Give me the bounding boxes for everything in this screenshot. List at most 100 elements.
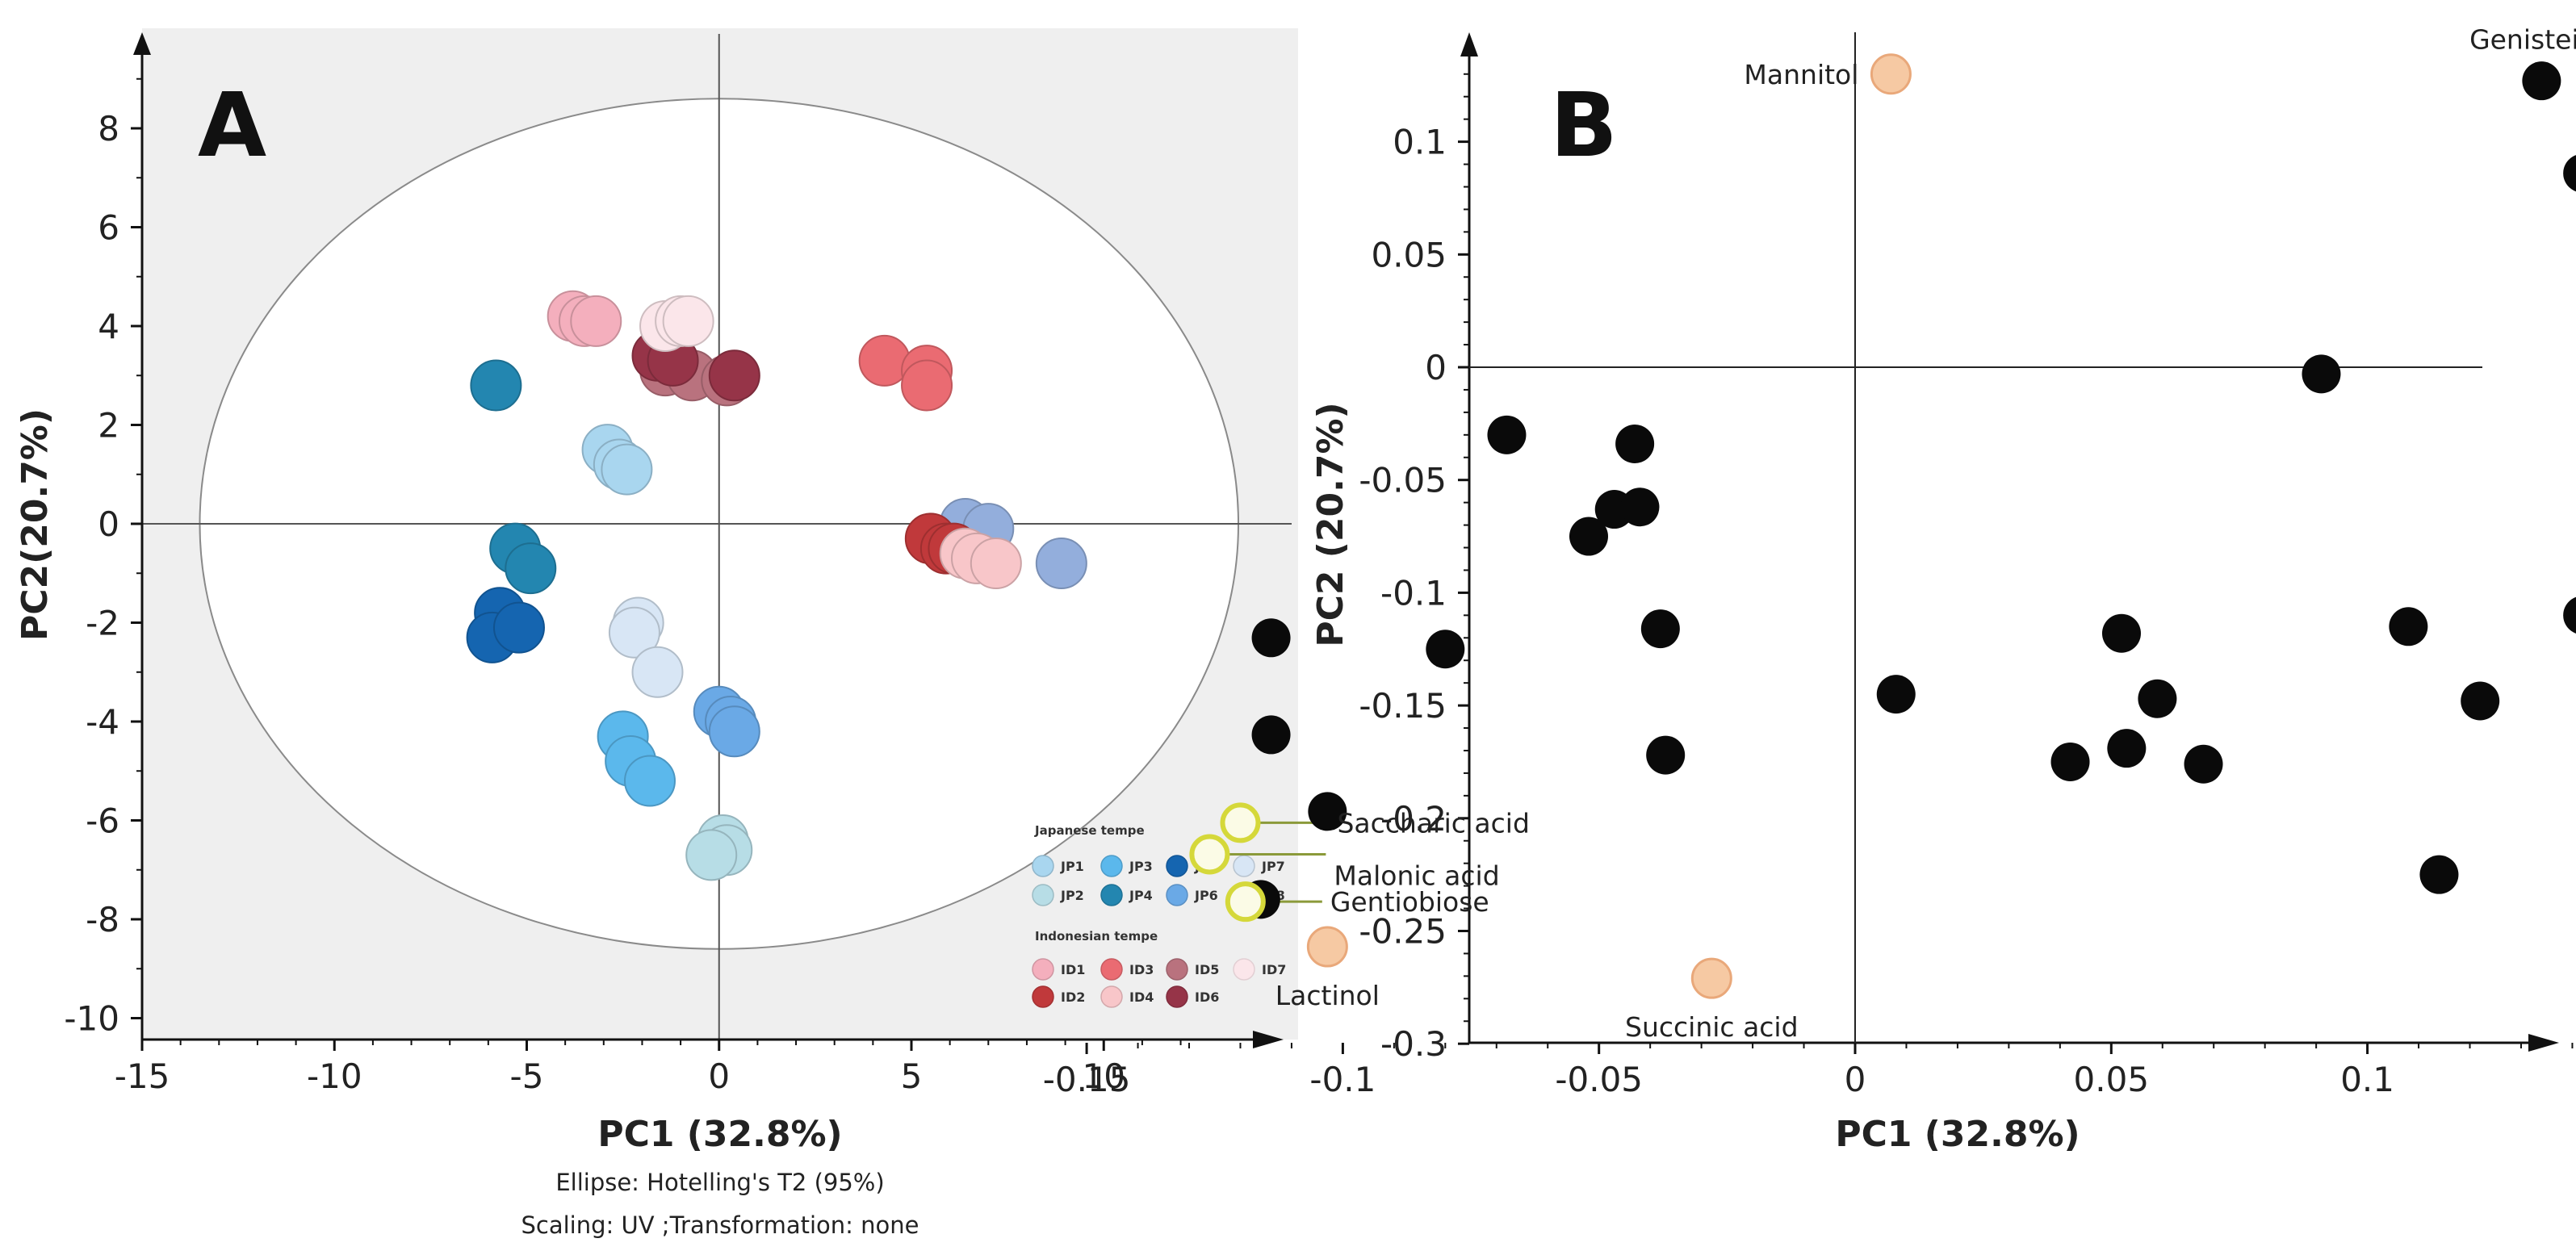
legend-swatch-jp4 <box>1100 884 1123 906</box>
scaling-note: Scaling: UV ;Transformation: none <box>521 1211 919 1239</box>
annotation-label-lactinol: Lactinol <box>1275 980 1380 1011</box>
panel-b-y-tick-label: 0.05 <box>1371 235 1447 274</box>
panel-b-y-tick-label: 0.1 <box>1393 123 1447 162</box>
legend-label-id4: ID4 <box>1129 990 1154 1005</box>
annotated-point-lactinol <box>1306 926 1348 968</box>
annotated-point-saccharic-acid <box>1220 802 1261 843</box>
panel-b-x-tick-label: -0.1 <box>1309 1060 1376 1099</box>
point-jp4 <box>505 542 557 595</box>
panel-b-y-tick-label: -0.1 <box>1380 573 1447 613</box>
panel-a-y-tick-label: 2 <box>98 406 119 446</box>
legend-label-jp1: JP1 <box>1060 859 1084 874</box>
panel-a-x-tick-label: -15 <box>115 1056 170 1096</box>
panel-a-y-tick-label: 4 <box>98 307 119 346</box>
legend-swatch-id5 <box>1166 958 1188 981</box>
panel-a-y-tick-label: -2 <box>86 604 119 643</box>
legend-swatch-id4 <box>1100 985 1123 1008</box>
metabolite-point <box>2522 61 2561 101</box>
legend-label-jp4: JP4 <box>1129 888 1153 903</box>
legend-label-id7: ID7 <box>1262 962 1286 977</box>
panel-a-y-tick-label: -4 <box>86 702 119 742</box>
legend-swatch-jp7 <box>1233 855 1255 877</box>
point-id6 <box>708 349 760 402</box>
point-id1 <box>570 295 622 347</box>
panel-b-letter: B <box>1550 73 1618 177</box>
panel-a-x-axis-label: PC1 (32.8%) <box>597 1114 842 1155</box>
panel-b-y-tick-label: -0.05 <box>1359 461 1447 500</box>
point-jp6 <box>708 705 760 758</box>
panel-a-y-tick-label: -8 <box>86 900 119 939</box>
metabolite-point <box>1426 630 1465 669</box>
panel-a-y-tick-label: 8 <box>98 109 119 149</box>
panel-a-x-tick-label: 0 <box>708 1056 730 1096</box>
panel-b-x-tick-label: 0 <box>1845 1060 1866 1099</box>
panel-b-y-tick-label: -0.2 <box>1380 799 1447 839</box>
legend-swatch-id7 <box>1233 958 1255 981</box>
annotation-label-succinic-acid: Succinic acid <box>1625 1011 1799 1043</box>
panel-b-x-tick-label: 0.05 <box>2074 1060 2150 1099</box>
annotated-point-succinic-acid <box>1690 957 1732 999</box>
metabolite-point <box>1640 609 1680 649</box>
panel-b-y-tick-label: -0.15 <box>1359 686 1447 726</box>
legend-swatch-id1 <box>1032 958 1054 981</box>
annotation-label-saccharic-acid: Saccharic acid <box>1337 807 1529 839</box>
legend-label-id2: ID2 <box>1061 990 1085 1005</box>
metabolite-point <box>2107 729 2147 768</box>
point-jp4 <box>470 359 522 412</box>
metabolite-point <box>2419 855 2459 894</box>
point-jp2 <box>685 829 738 881</box>
panel-a-y-tick-label: 0 <box>98 504 119 544</box>
annotated-point-gentiobiose <box>1225 881 1266 923</box>
panel-a-x-tick-label: -10 <box>307 1056 362 1096</box>
point-jp7 <box>608 606 660 659</box>
panel-a-y-tick-label: -6 <box>86 801 119 841</box>
annotation-label-mannitol: Mannitol <box>1744 59 1858 90</box>
metabolite-point <box>2138 679 2177 718</box>
metabolite-point <box>2389 607 2428 646</box>
panel-b-x-tick-label: -0.15 <box>1043 1060 1131 1099</box>
legend-swatch-jp5 <box>1166 855 1188 877</box>
panel-a-x-tick-label: -5 <box>510 1056 544 1096</box>
legend-swatch-id6 <box>1166 985 1188 1008</box>
panel-b-y-axis-label: PC2 (20.7%) <box>1310 402 1351 646</box>
point-jp1 <box>601 443 653 496</box>
legend-label-id6: ID6 <box>1195 990 1219 1005</box>
point-jp8 <box>1035 538 1087 589</box>
legend-label-id3: ID3 <box>1129 962 1154 977</box>
metabolite-point <box>1251 618 1291 658</box>
annotation-label-malonic-acid: Malonic acid <box>1334 860 1499 892</box>
legend-label-jp7: JP7 <box>1261 859 1285 874</box>
legend-swatch-jp1 <box>1032 855 1054 877</box>
panel-a-letter: A <box>198 73 266 177</box>
panel-b-y-tick-label: 0 <box>1425 348 1447 387</box>
metabolite-point <box>2302 354 2341 394</box>
metabolite-point <box>2101 613 2141 653</box>
ellipse-note: Ellipse: Hotelling's T2 (95%) <box>555 1169 884 1196</box>
metabolite-point <box>2050 742 2090 781</box>
point-id3 <box>901 359 953 412</box>
metabolite-point <box>1569 517 1609 556</box>
legend-swatch-id3 <box>1100 958 1123 981</box>
panel-b-x-axis-arrow <box>2528 1034 2559 1052</box>
metabolite-point <box>1620 487 1660 527</box>
legend-group-title: Japanese tempe <box>1034 823 1145 838</box>
panel-b-y-tick-label: -0.3 <box>1380 1024 1447 1064</box>
panel-b-x-tick-label: 0.1 <box>2340 1060 2394 1099</box>
legend-group-title: Indonesian tempe <box>1035 929 1158 943</box>
annotation-label-gentiobiose: Gentiobiose <box>1330 886 1489 918</box>
metabolite-point <box>1876 675 1916 714</box>
metabolite-point <box>2461 681 2500 721</box>
panel-b-x-axis-label: PC1 (32.8%) <box>1835 1114 2080 1155</box>
legend-label-id5: ID5 <box>1195 962 1219 977</box>
point-jp5 <box>492 601 545 654</box>
annotated-point-mannitol <box>1870 53 1912 95</box>
metabolite-point <box>1487 415 1527 454</box>
panel-a-x-axis-arrow <box>1253 1031 1284 1048</box>
legend-label-jp3: JP3 <box>1129 859 1153 874</box>
panel-a-x-tick-label: 10 <box>1083 1056 1125 1096</box>
panel-a-y-tick-label: 6 <box>98 208 119 248</box>
panel-a-y-axis-label: PC2(20.7%) <box>15 408 56 641</box>
metabolite-point <box>2563 596 2576 634</box>
metabolite-point <box>1251 715 1291 755</box>
